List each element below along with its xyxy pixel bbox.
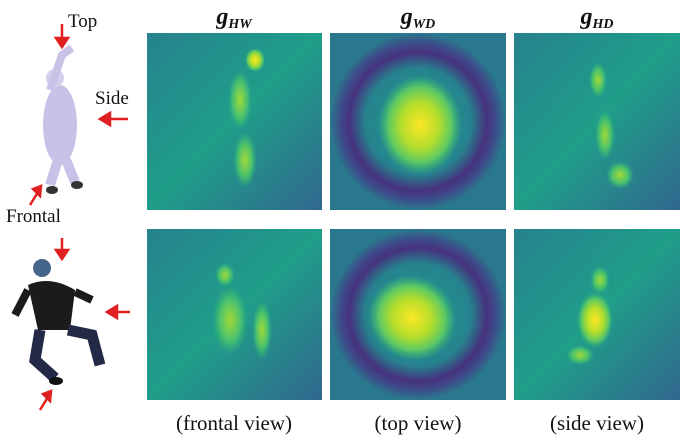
heatmap	[514, 33, 680, 210]
figure: Top Side Frontal gHW gWD gHD (frontal	[0, 0, 685, 440]
symbol: g	[400, 4, 413, 30]
symbol: g	[580, 4, 593, 30]
human-figure-1	[43, 48, 83, 194]
column-header: gWD	[400, 4, 436, 32]
human-figure-2	[15, 259, 100, 385]
subscript: HW	[227, 17, 253, 32]
column-header: gHD	[580, 4, 614, 32]
frontal-label: Frontal	[6, 206, 61, 227]
caption: (top view)	[375, 411, 462, 435]
top-label: Top	[68, 11, 97, 32]
symbol: g	[215, 4, 228, 30]
column-header: gHW	[215, 4, 253, 32]
subscript: WD	[413, 17, 436, 32]
subscript: HD	[592, 17, 614, 32]
heatmap	[330, 33, 506, 210]
caption: (frontal view)	[176, 411, 292, 435]
side-label: Side	[95, 88, 129, 109]
heatmap	[514, 229, 680, 400]
heatmap	[330, 229, 506, 400]
caption: (side view)	[550, 411, 644, 435]
heatmap	[147, 229, 322, 400]
heatmap	[147, 33, 322, 210]
